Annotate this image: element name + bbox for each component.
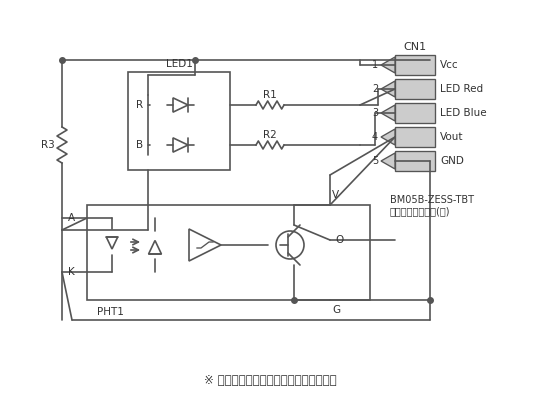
Text: LED Red: LED Red — [440, 84, 483, 94]
Bar — [395, 127, 435, 147]
Text: V: V — [332, 190, 339, 200]
Text: R: R — [136, 100, 143, 110]
Bar — [395, 151, 435, 171]
Bar — [128, 72, 230, 170]
Text: R2: R2 — [263, 130, 277, 140]
Text: A: A — [68, 213, 75, 223]
Text: ※ 入光時ハイレベル、遮光時ローレベル: ※ 入光時ハイレベル、遮光時ローレベル — [204, 374, 336, 386]
Text: LED Blue: LED Blue — [440, 108, 487, 118]
Polygon shape — [381, 81, 395, 97]
Bar — [395, 55, 435, 75]
Text: R1: R1 — [263, 90, 277, 100]
Text: 1: 1 — [372, 60, 378, 70]
Text: Vout: Vout — [440, 132, 463, 142]
Text: Vcc: Vcc — [440, 60, 458, 70]
Text: 3: 3 — [372, 108, 378, 118]
Text: BM05B-ZESS-TBT
日本圧着端子製造(株): BM05B-ZESS-TBT 日本圧着端子製造(株) — [390, 195, 474, 216]
Polygon shape — [381, 57, 395, 73]
Text: LED1: LED1 — [166, 59, 192, 69]
Polygon shape — [381, 153, 395, 169]
Text: 5: 5 — [372, 156, 378, 166]
Text: CN1: CN1 — [403, 42, 427, 52]
Text: PHT1: PHT1 — [97, 307, 124, 317]
Bar — [395, 79, 435, 99]
Bar — [395, 103, 435, 123]
Polygon shape — [381, 129, 395, 145]
Text: O: O — [335, 235, 343, 245]
Text: R3: R3 — [41, 140, 55, 150]
Text: GND: GND — [440, 156, 464, 166]
Text: K: K — [68, 267, 75, 277]
Polygon shape — [381, 105, 395, 121]
Bar — [87, 205, 370, 300]
Text: G: G — [332, 305, 340, 315]
Text: 2: 2 — [372, 84, 378, 94]
Text: B: B — [136, 140, 143, 150]
Text: 4: 4 — [372, 132, 378, 142]
